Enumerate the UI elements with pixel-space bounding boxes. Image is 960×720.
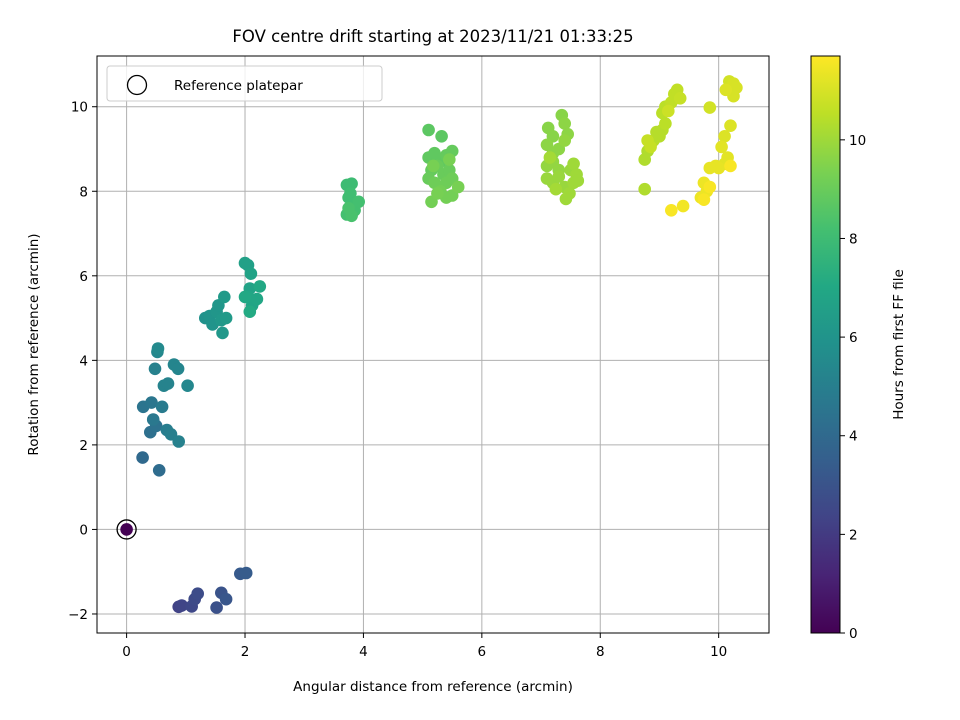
data-point: [181, 379, 194, 393]
plot-frame: [96, 55, 770, 634]
y-tick-label: 0: [79, 522, 88, 538]
colorbar-tick-label: 2: [849, 527, 858, 543]
y-axis-ticks: −2 0 2 4 6 8 10: [68, 100, 97, 623]
data-point: [435, 130, 448, 143]
colorbar-gradient: [810, 55, 841, 634]
data-point: [558, 117, 571, 130]
data-point: [451, 180, 465, 194]
data-point: [427, 159, 440, 173]
data-point: [543, 151, 557, 164]
data-point: [239, 566, 253, 580]
data-point: [697, 193, 711, 206]
data-point: [175, 599, 188, 612]
data-point: [216, 326, 229, 340]
data-point: [703, 180, 717, 194]
data-point: [155, 400, 169, 414]
data-point: [703, 161, 717, 175]
data-point: [145, 396, 158, 409]
data-point: [210, 601, 223, 614]
y-axis-label: Rotation from reference (arcmin): [26, 233, 42, 455]
data-point: [724, 119, 737, 132]
data-point: [219, 311, 233, 325]
data-point: [443, 153, 456, 166]
legend: Reference platepar: [106, 65, 383, 102]
data-point: [352, 195, 366, 209]
colorbar-tick-label: 4: [849, 429, 858, 445]
data-point: [558, 134, 571, 147]
y-tick-label: −2: [68, 607, 88, 623]
data-point: [549, 182, 563, 196]
colorbar-tick-label: 6: [849, 330, 858, 346]
reference-marker-ring: [116, 519, 137, 540]
data-point: [253, 280, 267, 293]
data-point: [571, 174, 585, 187]
data-point: [703, 101, 717, 114]
y-tick-label: 2: [79, 438, 88, 454]
data-points: [116, 75, 743, 614]
data-point: [719, 83, 733, 97]
data-point: [151, 342, 165, 355]
data-point: [152, 464, 166, 477]
colorbar: 0 2 4 6 8 10 Hours from first FF file: [810, 55, 907, 642]
data-point: [146, 413, 160, 426]
data-point: [191, 587, 204, 600]
data-point: [676, 199, 690, 213]
colorbar-label: Hours from first FF file: [891, 269, 907, 420]
data-point: [567, 157, 580, 171]
colorbar-tick-label: 10: [849, 133, 866, 149]
data-point: [559, 192, 573, 206]
data-point: [219, 592, 233, 606]
data-point: [673, 92, 687, 105]
data-point: [243, 305, 257, 319]
data-point: [171, 362, 185, 376]
colorbar-tick-label: 0: [849, 626, 858, 642]
data-point: [718, 130, 731, 143]
data-point: [638, 182, 651, 196]
data-point: [724, 159, 737, 173]
data-point: [244, 267, 258, 281]
y-tick-label: 8: [79, 184, 88, 200]
colorbar-ticks: 0 2 4 6 8 10: [840, 133, 866, 642]
data-point: [662, 104, 675, 118]
data-point: [665, 204, 678, 217]
data-point: [172, 435, 185, 448]
x-tick-label: 2: [241, 644, 250, 660]
legend-entry-reference-platepar: Reference platepar: [174, 78, 303, 94]
chart-title: FOV centre drift starting at 2023/11/21 …: [232, 27, 633, 46]
colorbar-tick-label: 8: [849, 231, 858, 247]
data-point: [136, 451, 149, 464]
x-axis-ticks: 0 2 4 6 8 10: [122, 633, 727, 660]
data-point: [644, 140, 657, 154]
data-point: [218, 290, 231, 304]
data-point: [344, 187, 357, 200]
data-point: [345, 177, 358, 190]
x-axis-label: Angular distance from reference (arcmin): [293, 679, 573, 695]
x-tick-label: 8: [596, 644, 605, 660]
data-point: [161, 377, 175, 390]
legend-reference-marker: [126, 74, 148, 96]
x-tick-label: 4: [359, 644, 368, 660]
data-point: [342, 201, 355, 215]
y-tick-label: 6: [79, 269, 88, 285]
data-point: [715, 140, 728, 154]
reference-point: [120, 523, 133, 536]
legend-box: [106, 65, 383, 102]
data-point: [659, 117, 672, 130]
data-point: [431, 187, 444, 200]
y-tick-label: 4: [79, 353, 88, 369]
x-tick-label: 0: [122, 644, 131, 660]
data-point: [238, 290, 252, 304]
x-tick-label: 10: [710, 644, 727, 660]
data-point: [422, 123, 435, 137]
y-tick-label: 10: [71, 100, 88, 116]
x-tick-label: 6: [478, 644, 487, 660]
data-point: [148, 362, 162, 376]
grid: [97, 56, 769, 633]
data-point: [552, 170, 566, 183]
